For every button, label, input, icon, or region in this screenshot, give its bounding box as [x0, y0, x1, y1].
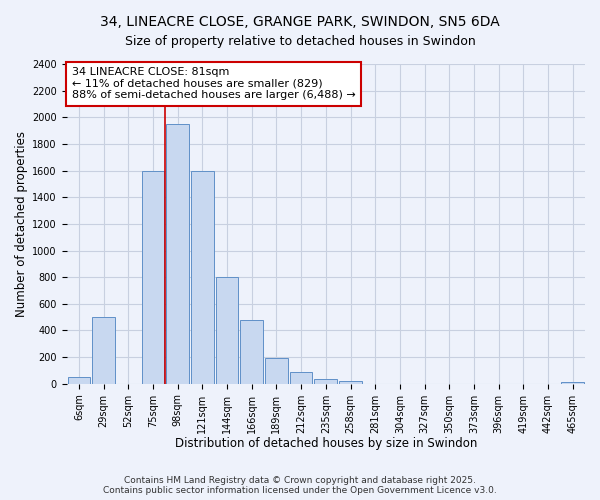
Bar: [216, 277, 238, 384]
Bar: [562, 382, 584, 384]
Bar: [339, 381, 362, 384]
Bar: [314, 379, 337, 384]
Bar: [142, 170, 164, 384]
Text: Size of property relative to detached houses in Swindon: Size of property relative to detached ho…: [125, 35, 475, 48]
Bar: [265, 358, 288, 384]
X-axis label: Distribution of detached houses by size in Swindon: Distribution of detached houses by size …: [175, 437, 477, 450]
Text: 34 LINEACRE CLOSE: 81sqm
← 11% of detached houses are smaller (829)
88% of semi-: 34 LINEACRE CLOSE: 81sqm ← 11% of detach…: [72, 67, 356, 100]
Text: 34, LINEACRE CLOSE, GRANGE PARK, SWINDON, SN5 6DA: 34, LINEACRE CLOSE, GRANGE PARK, SWINDON…: [100, 15, 500, 29]
Bar: [166, 124, 189, 384]
Bar: [92, 317, 115, 384]
Bar: [191, 170, 214, 384]
Text: Contains HM Land Registry data © Crown copyright and database right 2025.
Contai: Contains HM Land Registry data © Crown c…: [103, 476, 497, 495]
Bar: [290, 372, 313, 384]
Bar: [68, 377, 91, 384]
Y-axis label: Number of detached properties: Number of detached properties: [15, 131, 28, 317]
Bar: [241, 320, 263, 384]
